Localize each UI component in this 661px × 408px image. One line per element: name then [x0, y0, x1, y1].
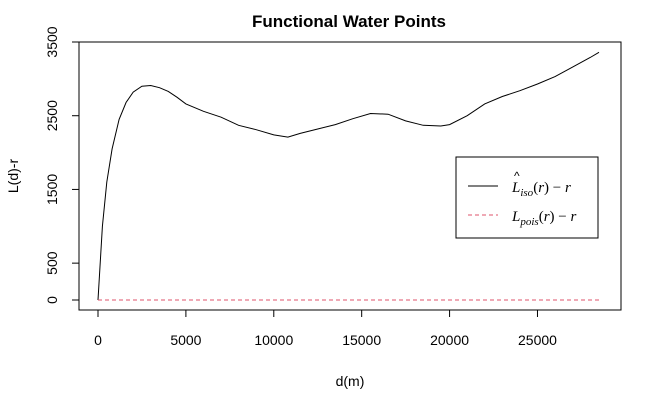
legend: Liso(r) − r ^ Lpois(r) − r: [455, 156, 599, 239]
y-tick-label: 2500: [44, 100, 60, 131]
legend-hat-iso: ^: [514, 169, 520, 183]
series-layer: [97, 51, 600, 301]
x-tick-label: 10000: [254, 332, 293, 348]
legend-box: [455, 156, 599, 239]
x-axis: 0 5000 10000 15000 20000 25000: [94, 309, 557, 348]
x-tick-label: 20000: [430, 332, 469, 348]
x-tick-label: 25000: [518, 332, 557, 348]
x-axis-label: d(m): [336, 373, 365, 389]
x-tick-label: 15000: [342, 332, 381, 348]
legend-label-pois: Lpois(r) − r: [511, 209, 577, 228]
y-tick-label: 1500: [44, 174, 60, 205]
y-axis-label: L(d)-r: [5, 159, 21, 194]
chart-title: Functional Water Points: [252, 12, 446, 31]
y-tick-label: 0: [44, 296, 60, 304]
series-line-iso: [97, 51, 600, 301]
y-tick-label: 500: [44, 251, 60, 275]
x-tick-label: 5000: [170, 332, 201, 348]
y-tick-label: 3500: [44, 26, 60, 57]
y-axis: 0 500 1500 2500 3500: [44, 26, 80, 304]
legend-label-iso: Liso(r) − r: [511, 180, 571, 199]
x-tick-label: 0: [94, 332, 102, 348]
